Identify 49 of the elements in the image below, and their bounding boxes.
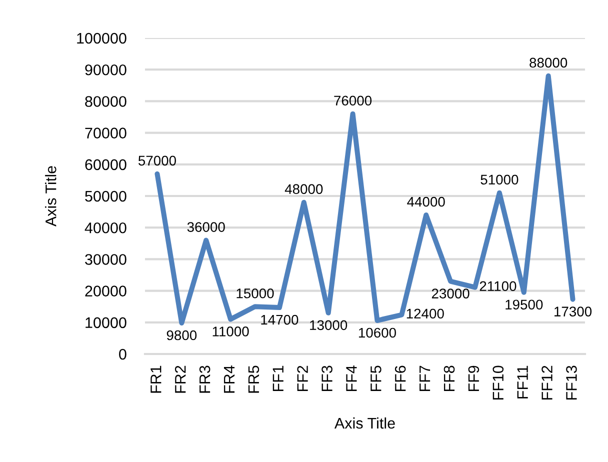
y-tick-label: 50000 <box>85 190 126 202</box>
x-tick-label: FR1 <box>150 366 162 393</box>
y-tick-label: 20000 <box>85 286 126 296</box>
data-label: 17300 <box>554 306 592 316</box>
data-label: 88000 <box>530 58 568 68</box>
data-label: 44000 <box>407 196 445 207</box>
data-label: 19500 <box>506 300 543 310</box>
data-label: 57000 <box>138 156 176 166</box>
x-tick-label: FF2 <box>297 366 308 392</box>
data-label: 36000 <box>187 222 225 232</box>
y-tick-label: 70000 <box>85 128 126 138</box>
data-label: 15000 <box>236 288 274 298</box>
data-label: 76000 <box>334 96 372 106</box>
data-label: 14700 <box>261 314 298 325</box>
y-tick-label: 0 <box>119 348 126 360</box>
x-tick-label: FR3 <box>199 366 210 393</box>
y-tick-label: 60000 <box>85 159 126 170</box>
x-tick-label: FF12 <box>542 366 552 400</box>
x-tick-label: FF4 <box>346 366 357 392</box>
x-tick-label: FR5 <box>248 366 260 393</box>
y-tick-label: 80000 <box>85 96 126 107</box>
x-tick-label: FF6 <box>394 366 406 392</box>
x-tick-label: FF8 <box>444 366 455 392</box>
data-label: 12400 <box>406 308 444 319</box>
x-tick-label: FF9 <box>468 366 480 392</box>
x-tick-label: FF5 <box>370 366 382 392</box>
data-label: 23000 <box>432 288 470 298</box>
x-axis-title: Axis Title <box>334 417 395 429</box>
x-tick-label: FF3 <box>322 366 332 392</box>
data-label: 11000 <box>212 326 249 336</box>
data-label: 21100 <box>480 281 516 292</box>
x-tick-label: FF1 <box>272 366 284 392</box>
x-tick-label: FF11 <box>517 366 528 398</box>
x-tick-label: FR2 <box>174 366 186 393</box>
y-tick-label: 90000 <box>85 64 126 76</box>
data-label: 13000 <box>310 320 348 330</box>
y-tick-label: 10000 <box>86 317 126 328</box>
data-label: 48000 <box>284 184 323 194</box>
y-axis-title: Axis Title <box>45 166 56 227</box>
data-label: 10600 <box>358 328 396 338</box>
y-tick-label: 30000 <box>85 254 126 265</box>
y-tick-label: 40000 <box>84 222 126 234</box>
x-tick-label: FF7 <box>420 366 430 392</box>
data-label: 51000 <box>480 174 518 185</box>
data-label: 9800 <box>166 330 197 340</box>
x-tick-label: FR4 <box>224 366 235 393</box>
x-tick-label: FF10 <box>492 366 504 400</box>
y-tick-label: 100000 <box>77 32 126 44</box>
x-tick-label: FF13 <box>566 366 577 400</box>
